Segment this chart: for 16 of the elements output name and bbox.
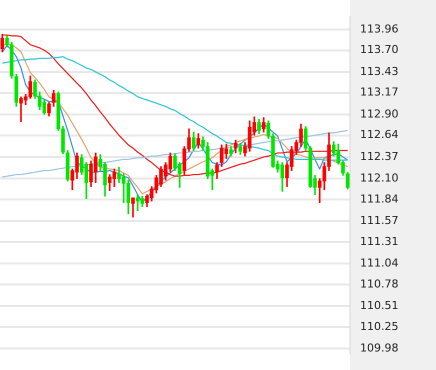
- y-tick-label: 113.43: [360, 64, 398, 78]
- y-tick-label: 110.25: [360, 320, 398, 333]
- y-tick-label: 112.90: [360, 107, 398, 120]
- y-tick-label: 112.37: [360, 150, 398, 163]
- y-tick-label: 111.31: [360, 234, 398, 248]
- y-tick-label: 113.17: [360, 86, 398, 99]
- y-tick-label: 111.84: [360, 192, 398, 206]
- y-tick-label: 110.51: [360, 298, 398, 312]
- y-tick-label: 113.96: [360, 22, 398, 36]
- y-tick-label: 109.98: [360, 341, 398, 354]
- y-tick-label: 112.64: [360, 128, 398, 142]
- y-tick-label: 110.78: [360, 277, 398, 290]
- y-tick-label: 111.57: [360, 214, 398, 227]
- y-tick-label: 113.70: [360, 43, 398, 56]
- y-tick-label: 112.10: [360, 171, 398, 184]
- y-tick-label: 111.04: [360, 256, 398, 270]
